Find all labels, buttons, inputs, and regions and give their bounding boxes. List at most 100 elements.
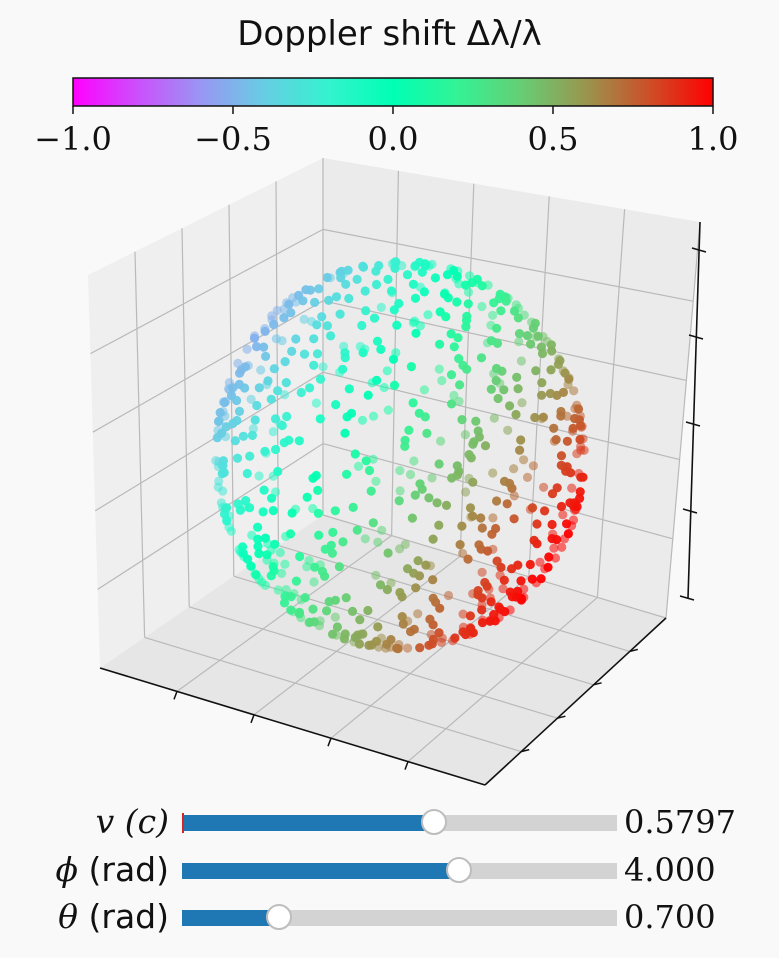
z-axis-tick [682, 508, 698, 514]
scatter-point [428, 634, 438, 645]
scatter-point [405, 469, 416, 480]
scatter-point [262, 550, 272, 560]
scatter-point [525, 559, 535, 570]
scatter-point [238, 431, 248, 441]
scatter-point [549, 543, 559, 553]
scatter-point [547, 519, 557, 530]
scatter-point [395, 544, 405, 554]
scatter-point [377, 525, 387, 536]
scatter-point [427, 473, 437, 483]
scatter-point [462, 364, 472, 374]
slider-handle[interactable] [445, 857, 472, 883]
scatter-point [499, 385, 509, 395]
scatter-point [241, 496, 251, 506]
scatter-point [446, 370, 457, 380]
scatter-point [532, 519, 542, 529]
scatter-point [240, 383, 250, 393]
scatter-point [573, 404, 584, 414]
scatter-point [410, 490, 420, 500]
scatter-point [505, 587, 515, 597]
grid-line [134, 251, 146, 638]
scatter-point [271, 444, 281, 455]
scatter-point [480, 577, 490, 588]
slider-track[interactable] [182, 863, 617, 879]
scatter-point [302, 562, 312, 572]
scatter-point [579, 445, 589, 455]
scatter-point [447, 473, 457, 483]
scatter-point [575, 434, 585, 445]
scatter-point [461, 280, 471, 290]
scatter-point [373, 537, 383, 547]
scatter-point [353, 461, 364, 471]
scatter-point [489, 413, 499, 423]
scatter-point [287, 346, 297, 356]
scatter-point [361, 306, 371, 316]
scatter-point [428, 575, 438, 585]
scatter-point [392, 643, 402, 653]
scatter-point [453, 333, 463, 343]
colorbar-tick-label: −1.0 [34, 120, 112, 158]
scatter-point [373, 622, 383, 632]
grid-line [322, 443, 673, 540]
slider-handle[interactable] [421, 809, 448, 835]
scatter-point [496, 306, 506, 316]
scatter-point [326, 331, 336, 341]
scatter-point [268, 427, 278, 437]
slider-initial-marker [182, 813, 184, 833]
scatter-point [441, 500, 452, 510]
slider-value: 4.000 [624, 851, 716, 889]
scatter-point [383, 548, 393, 558]
slider-track[interactable] [182, 813, 617, 833]
scatter-point [358, 348, 368, 358]
scatter-point [360, 286, 370, 296]
scatter-point [219, 468, 229, 478]
scatter-point [414, 408, 424, 418]
scatter-point [268, 562, 278, 572]
scatter-point [449, 390, 459, 401]
scatter-point [476, 513, 486, 523]
scatter-point [492, 496, 502, 506]
slider-value: 0.700 [624, 898, 716, 936]
scatter-point [436, 637, 446, 648]
scatter-point [463, 287, 474, 297]
scatter-point [386, 635, 396, 645]
scatter-point [246, 394, 256, 404]
scatter-point [395, 486, 405, 496]
scatter-point [341, 593, 351, 603]
scatter-point [252, 400, 262, 411]
scatter-point [390, 263, 400, 273]
scatter-point [403, 643, 413, 653]
scatter-point [242, 468, 252, 479]
x-axis-tick [173, 691, 178, 700]
scatter-point [211, 456, 221, 466]
scatter-point [531, 366, 541, 376]
scatter-point [371, 570, 381, 580]
scatter-point [437, 376, 447, 386]
scatter-point [491, 363, 502, 374]
scatter-point [410, 293, 421, 303]
scatter-point [243, 554, 253, 564]
scatter-point [220, 397, 230, 408]
scatter-point [249, 333, 260, 343]
scatter-point [538, 412, 549, 422]
scatter-point [277, 420, 287, 431]
scatter-point [452, 461, 462, 471]
scatter-point [454, 396, 464, 406]
scatter-point [528, 323, 539, 333]
scatter-point [372, 375, 382, 385]
slider-handle[interactable] [265, 904, 292, 930]
scatter-point [310, 297, 320, 307]
scatter-point [443, 293, 453, 303]
scatter-point [400, 441, 410, 451]
scatter-point [458, 548, 468, 559]
scatter-point [441, 312, 451, 322]
scatter-point [442, 270, 453, 280]
scatter-point [275, 547, 285, 558]
y-axis-line [484, 617, 667, 786]
slider-track[interactable] [182, 910, 617, 926]
y-axis-tick [593, 682, 602, 686]
scatter-point [361, 456, 371, 466]
scatter-point [314, 530, 324, 540]
scatter-point [389, 305, 399, 315]
scatter-point [222, 516, 232, 526]
